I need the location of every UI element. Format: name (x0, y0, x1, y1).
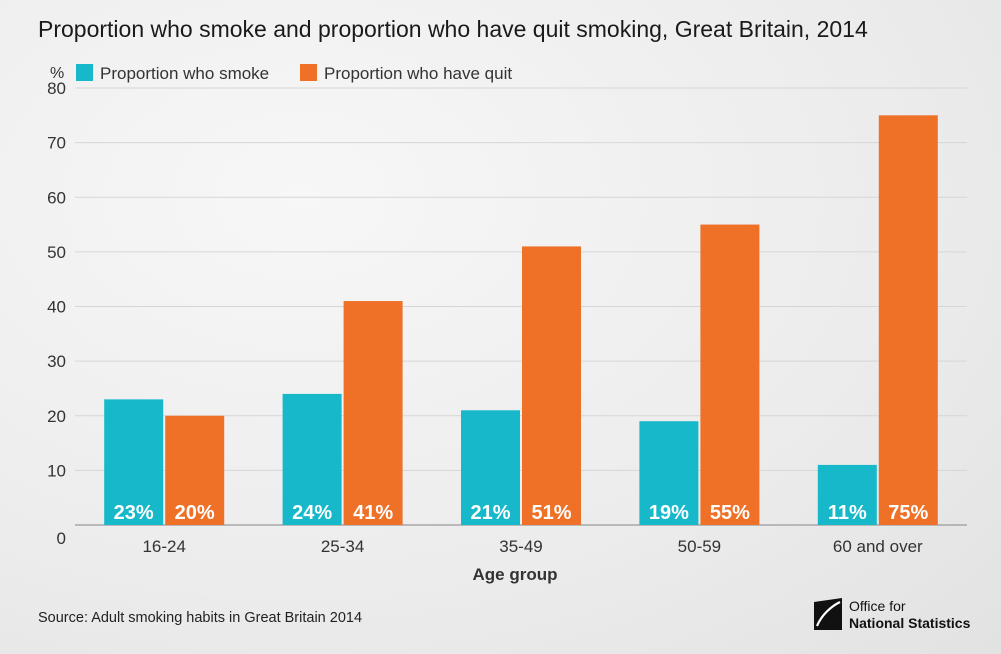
y-tick-label: 60 (47, 188, 66, 207)
y-tick-label: 30 (47, 352, 66, 371)
data-label: 24% (292, 502, 332, 524)
logo-line-1: Office for (849, 598, 906, 614)
data-label: 20% (175, 502, 215, 524)
x-tick-label: 16-24 (142, 537, 185, 556)
bar-smoke (817, 464, 877, 525)
data-label: 23% (114, 502, 154, 524)
data-label: 75% (888, 502, 928, 524)
bar-quit (700, 224, 760, 525)
data-label: 41% (353, 502, 393, 524)
y-tick-label: 20 (47, 407, 66, 426)
x-tick-label: 25-34 (321, 537, 364, 556)
y-tick-label: 40 (47, 298, 66, 317)
y-tick-label: 10 (47, 461, 66, 480)
x-tick-label: 35-49 (499, 537, 542, 556)
bar-smoke (639, 421, 699, 525)
data-label: 55% (710, 502, 750, 524)
data-label: 11% (828, 502, 867, 524)
bar-smoke (282, 393, 342, 525)
bar-quit (343, 301, 403, 525)
bar-quit (165, 415, 225, 525)
legend-swatch-1 (76, 64, 93, 81)
y-tick-label: 0 (57, 529, 66, 548)
legend-label-1: Proportion who smoke (100, 64, 269, 83)
data-label: 51% (531, 502, 571, 524)
y-axis-label: % (50, 65, 64, 82)
bar-smoke (104, 399, 164, 525)
y-tick-label: 50 (47, 243, 66, 262)
logo-line-2: National Statistics (849, 615, 971, 631)
bar-quit (878, 115, 938, 525)
legend-swatch-2 (300, 64, 317, 81)
x-axis-title: Age group (473, 565, 558, 584)
chart-title: Proportion who smoke and proportion who … (38, 16, 868, 42)
y-tick-label: 70 (47, 134, 66, 153)
legend-label-2: Proportion who have quit (324, 64, 512, 83)
data-label: 19% (649, 502, 689, 524)
source-note: Source: Adult smoking habits in Great Br… (38, 610, 363, 626)
x-tick-label: 60 and over (833, 537, 923, 556)
ons-logo-icon (814, 598, 842, 630)
ons-logo: Office for National Statistics (812, 596, 972, 636)
bar-smoke (461, 410, 520, 525)
y-tick-label: 80 (47, 79, 66, 98)
data-label: 21% (470, 502, 510, 524)
bar-quit (522, 246, 581, 525)
x-tick-label: 50-59 (678, 537, 721, 556)
